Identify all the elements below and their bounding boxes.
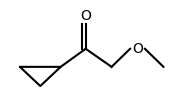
Text: O: O [132,42,143,56]
Text: O: O [80,9,91,23]
